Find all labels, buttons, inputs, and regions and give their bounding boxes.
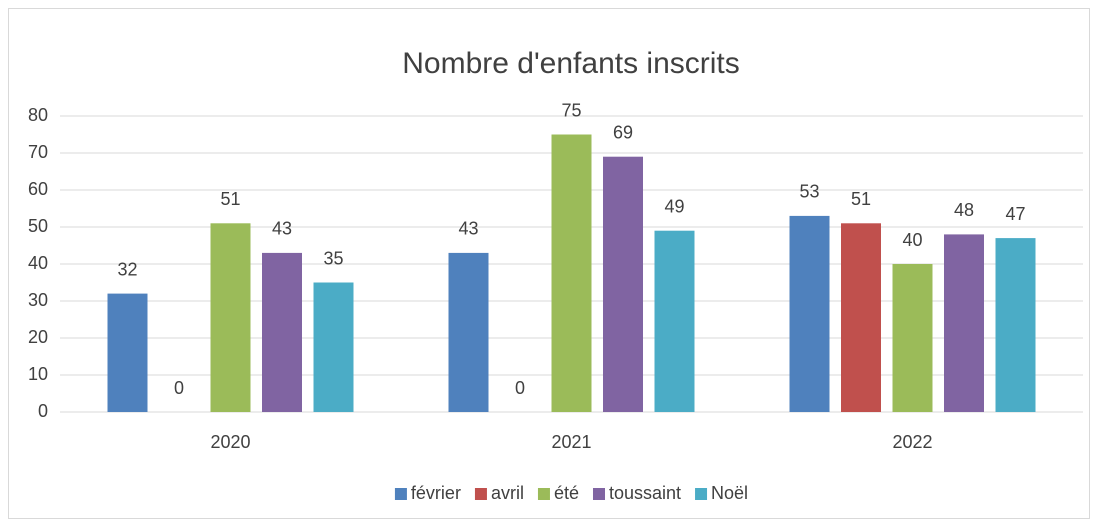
x-tick-label: 2021 — [551, 432, 591, 452]
data-label: 69 — [613, 122, 633, 142]
legend-label: février — [411, 483, 461, 503]
data-label: 43 — [458, 219, 478, 239]
bar — [944, 234, 984, 412]
legend-label: toussaint — [609, 483, 681, 503]
legend-swatch — [695, 488, 708, 500]
data-label: 75 — [561, 100, 581, 120]
legend-swatch — [394, 488, 407, 500]
bar — [892, 264, 933, 412]
y-tick-label: 50 — [28, 216, 48, 236]
bar — [262, 252, 302, 412]
data-label: 43 — [272, 219, 292, 239]
data-label: 0 — [515, 378, 525, 398]
data-label: 53 — [799, 182, 819, 202]
bar — [448, 252, 489, 412]
data-label: 47 — [1005, 204, 1025, 224]
bar — [210, 223, 251, 412]
bar — [313, 282, 354, 412]
bar — [841, 223, 881, 412]
legend-label: Noël — [711, 483, 748, 503]
legend-label: été — [554, 483, 579, 503]
y-tick-label: 20 — [28, 327, 48, 347]
bar — [789, 215, 830, 412]
data-label: 51 — [851, 189, 871, 209]
data-label: 40 — [902, 230, 922, 250]
chart-title: Nombre d'enfants inscrits — [402, 47, 740, 80]
y-tick-label: 10 — [28, 364, 48, 384]
y-tick-label: 70 — [28, 142, 48, 162]
y-tick-label: 0 — [38, 401, 48, 421]
legend-swatch — [474, 488, 487, 500]
x-tick-label: 2022 — [892, 432, 932, 452]
bar — [551, 134, 592, 412]
y-tick-label: 60 — [28, 179, 48, 199]
bar — [603, 156, 643, 412]
bar — [107, 293, 148, 412]
y-tick-label: 80 — [28, 105, 48, 125]
data-label: 0 — [174, 378, 184, 398]
data-label: 32 — [117, 259, 137, 279]
legend-label: avril — [491, 483, 524, 503]
bar — [654, 230, 695, 412]
legend-swatch — [537, 488, 550, 500]
data-label: 48 — [954, 200, 974, 220]
y-tick-label: 40 — [28, 253, 48, 273]
legend-swatch — [592, 488, 605, 500]
data-label: 51 — [220, 189, 240, 209]
data-label: 49 — [664, 196, 684, 216]
y-tick-label: 30 — [28, 290, 48, 310]
bar — [995, 238, 1036, 412]
data-label: 35 — [323, 248, 343, 268]
x-tick-label: 2020 — [210, 432, 250, 452]
